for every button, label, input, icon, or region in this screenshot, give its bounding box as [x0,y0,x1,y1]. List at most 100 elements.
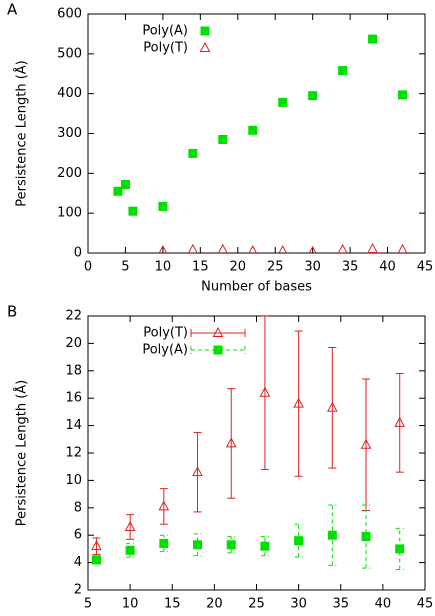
point [225,437,237,448]
x-tick-label: 40 [379,260,396,275]
point [294,536,304,546]
legend-marker [212,326,224,337]
point [218,134,228,144]
y-tick-label: 22 [65,309,82,324]
y-tick-label: 20 [65,336,82,351]
legend-line [190,329,246,337]
point [158,201,168,211]
point [192,466,203,477]
point [226,540,236,550]
y-tick-label: 400 [57,86,82,101]
y-tick-label: 12 [65,446,82,461]
y-axis-label: Persistence Length (Å) [14,380,30,527]
legend-marker [200,26,210,36]
point [278,97,288,107]
y-tick-label: 500 [57,46,82,61]
error-bar [260,316,269,470]
legend-line [190,346,246,354]
point [293,397,304,408]
point [158,500,170,511]
point [278,244,287,253]
point [326,401,338,412]
plot-area [113,34,408,253]
x-tick-label: 35 [342,260,359,275]
error-bar [159,488,168,525]
point [91,540,102,551]
point [113,186,123,196]
y-tick-label: 200 [57,166,82,181]
point [124,520,136,531]
error-bar [126,542,135,558]
x-axis-label: Number of bases [201,280,312,295]
plot-frame [87,315,426,591]
point [159,538,169,548]
point [187,243,198,253]
point [327,530,337,540]
panel-label: A [7,1,18,19]
x-tick-label: 10 [155,260,172,275]
point [394,416,406,427]
error-bar [395,373,404,473]
point [360,438,372,449]
y-tick-label: 16 [65,391,82,406]
x-tick-label: 30 [290,597,307,612]
point [367,242,378,253]
y-tick-label: 300 [57,126,82,141]
x-tick-label: 20 [206,597,223,612]
error-bar [193,431,202,513]
y-tick-label: 14 [65,418,82,433]
point [395,544,405,554]
y-tick-label: 0 [74,246,82,261]
x-tick-label: 25 [248,597,265,612]
x-tick-label: 5 [84,597,92,612]
error-bar [227,388,236,499]
point [158,244,168,253]
point [128,206,138,216]
point [259,386,271,397]
x-tick-label: 0 [84,260,92,275]
x-tick-label: 15 [164,597,181,612]
point [308,245,317,253]
y-axis-label: Persistence Length (Å) [14,60,30,207]
x-tick-label: 10 [122,597,139,612]
x-tick-label: 15 [192,260,209,275]
x-tick-label: 45 [417,260,434,275]
point [398,90,408,100]
plot-area [91,316,406,570]
error-bar [294,330,303,477]
error-bar [395,527,404,570]
x-tick-label: 35 [332,597,349,612]
point [308,91,318,101]
point [368,34,378,44]
y-tick-label: 4 [74,555,82,570]
y-tick-label: 2 [74,583,82,598]
y-tick-label: 6 [74,528,82,543]
legend-label: Poly(T) [143,41,188,56]
point [397,243,408,253]
point [248,244,258,253]
panel-label: B [7,303,17,321]
point [337,243,348,253]
point [338,66,348,76]
point [260,541,270,551]
y-tick-label: 10 [65,473,82,488]
legend-label: Poly(T) [143,326,188,341]
error-bar [328,347,337,469]
error-bar [126,514,135,540]
point [193,540,203,550]
point [361,532,371,542]
y-tick-label: 8 [74,500,82,515]
x-tick-label: 45 [417,597,434,612]
point [120,179,130,189]
y-tick-label: 18 [65,363,82,378]
x-tick-label: 30 [304,260,321,275]
y-tick-label: 100 [57,206,82,221]
point [125,545,135,555]
legend-label: Poly(A) [142,24,188,39]
x-tick-label: 40 [375,597,392,612]
legend-label: Poly(A) [142,343,188,358]
y-tick-label: 600 [57,7,82,22]
point [188,148,198,158]
legend-marker [213,345,223,355]
